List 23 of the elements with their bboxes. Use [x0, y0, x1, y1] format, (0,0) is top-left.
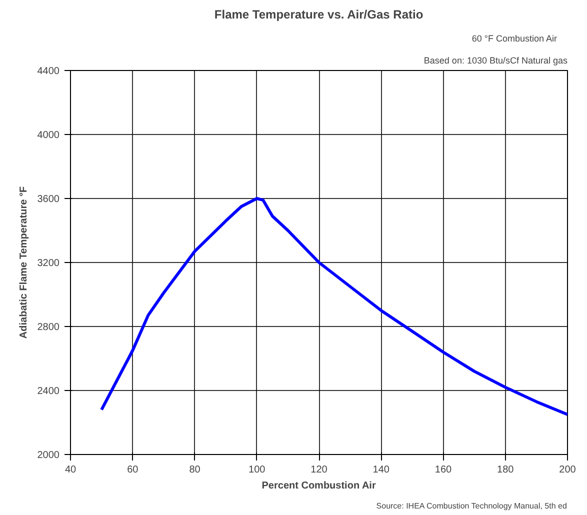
x-tick-label: 140 [372, 464, 390, 476]
y-axis-title: Adiabatic Flame Temperature °F [18, 186, 30, 339]
y-tick-label: 3600 [37, 194, 60, 205]
x-axis-title: Percent Combustion Air [262, 480, 376, 492]
y-tick-label: 2400 [37, 386, 60, 397]
line-series [100, 197, 568, 416]
source-note: Source: IHEA Combustion Technology Manual, 5th ed [376, 502, 567, 510]
x-tick-label: 100 [248, 464, 266, 476]
text: Based on: 1030 Btu/sCf Natural gas [424, 56, 568, 66]
y-tick-label: 2000 [37, 450, 60, 461]
y-tick-label: 2800 [37, 322, 60, 333]
x-tick-label: 60 [127, 464, 139, 476]
x-tick-label: 40 [64, 464, 76, 476]
chart-title: Flame Temperature vs. Air/Gas Ratio [214, 8, 424, 22]
text: 60 °F Combustion Air [472, 34, 558, 44]
y-tick-label: 4400 [37, 66, 60, 77]
y-tick-label: 4000 [37, 130, 60, 141]
y-tick-label: 3200 [37, 258, 60, 269]
x-tick-label: 180 [497, 464, 514, 476]
x-tick-label: 200 [559, 464, 576, 476]
x-tick-label: 80 [189, 464, 201, 476]
x-tick-label: 120 [310, 464, 328, 476]
x-tick-label: 160 [434, 464, 452, 476]
